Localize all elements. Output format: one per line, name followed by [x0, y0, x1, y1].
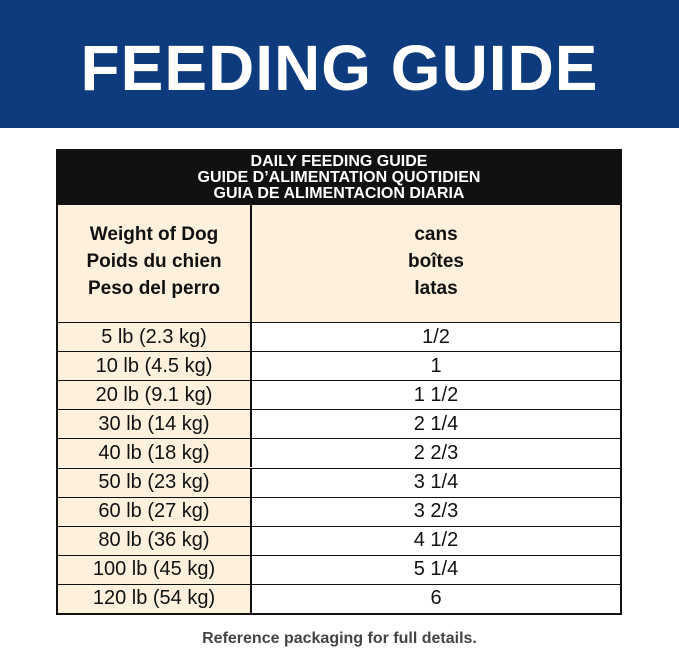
cans-cell: 4 1/2	[252, 525, 620, 555]
weight-cell: 50 lb (23 kg)	[58, 467, 252, 497]
weight-cell: 60 lb (27 kg)	[58, 496, 252, 526]
column-header-line: cans	[414, 224, 458, 245]
caption-line: GUIA DE ALIMENTACION DIARIA	[213, 185, 465, 202]
column-header: Weight of Dog Poids du chien Peso del perr…	[58, 205, 252, 322]
footer-note: Reference packaging for full details.	[202, 630, 477, 647]
caption-line: DAILY FEEDING GUIDE	[250, 153, 428, 170]
weight-cell: 80 lb (36 kg)	[58, 525, 252, 555]
cans-cell: 3 2/3	[252, 496, 620, 526]
column-header-line: boîtes	[408, 251, 464, 272]
column-header: cans boîtes latas	[252, 205, 620, 322]
weight-cell: 10 lb (4.5 kg)	[58, 351, 252, 381]
weight-cell: 40 lb (18 kg)	[58, 438, 252, 468]
banner	[0, 0, 679, 128]
table-caption: DAILY FEEDING GUIDE GUIDE D’ALIMENTATION …	[58, 151, 620, 207]
title: FEEDING GUIDE	[80, 32, 599, 104]
column-header-line: Poids du chien	[86, 251, 222, 272]
feeding-table: DAILY FEEDING GUIDE GUIDE D’ALIMENTATION …	[56, 149, 622, 615]
weight-cell: 20 lb (9.1 kg)	[58, 380, 252, 410]
cans-cell: 1	[252, 351, 620, 381]
caption-line: GUIDE D’ALIMENTATION QUOTIDIEN	[197, 169, 481, 186]
weight-cell: 5 lb (2.3 kg)	[58, 322, 252, 352]
cans-cell: 3 1/4	[252, 467, 620, 497]
cans-cell: 5 1/4	[252, 554, 620, 584]
cans-cell: 1 1/2	[252, 380, 620, 410]
column-header-line: Weight of Dog	[89, 224, 219, 245]
cans-cell: 1/2	[252, 322, 620, 352]
column-header-line: latas	[414, 278, 458, 299]
cans-cell: 2 2/3	[252, 438, 620, 468]
weight-cell: 100 lb (45 kg)	[58, 554, 252, 584]
weight-cell: 30 lb (14 kg)	[58, 409, 252, 439]
column-header-line: Peso del perro	[88, 278, 220, 299]
weight-cell: 120 lb (54 kg)	[58, 583, 252, 613]
cans-cell: 6	[252, 583, 620, 613]
cans-cell: 2 1/4	[252, 409, 620, 439]
